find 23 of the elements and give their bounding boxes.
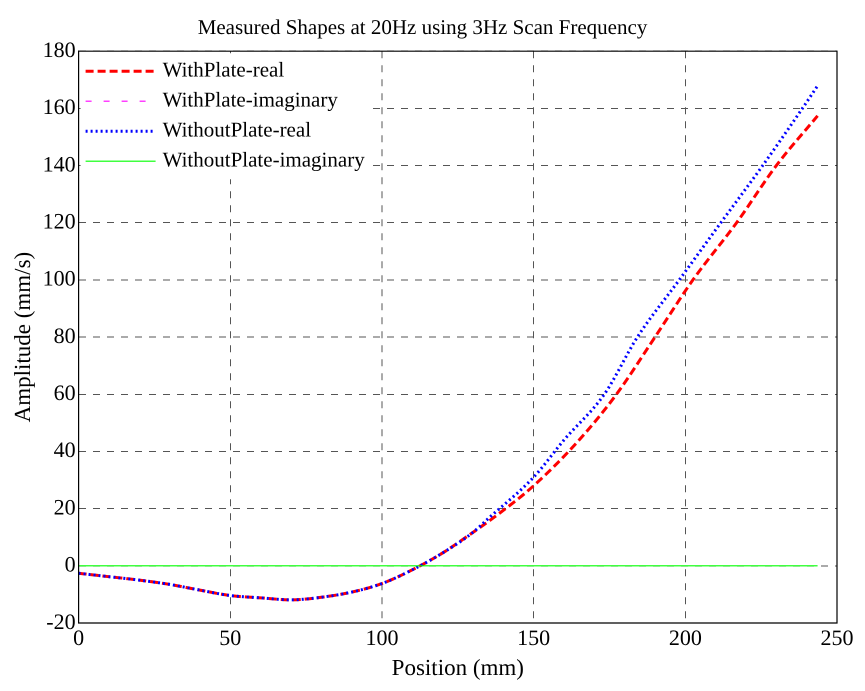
y-tick-label: 0 xyxy=(64,552,76,577)
y-tick-label: 80 xyxy=(54,322,76,348)
x-tick-label: 150 xyxy=(517,624,550,650)
y-tick-label: 40 xyxy=(54,437,76,462)
y-tick-label: 160 xyxy=(42,94,76,120)
chart-title: Measured Shapes at 20Hz using 3Hz Scan Frequency xyxy=(198,15,648,40)
y-axis-title: Amplitude (mm/s) xyxy=(10,252,35,422)
x-tick-label: 100 xyxy=(365,624,398,650)
y-tick-label: 140 xyxy=(42,151,76,176)
y-tick-label: -20 xyxy=(46,608,76,634)
y-tick-label: 20 xyxy=(54,494,76,520)
y-tick-label: 120 xyxy=(42,208,76,234)
y-tick-label: 60 xyxy=(54,380,76,406)
y-tick-label: 180 xyxy=(42,36,76,62)
y-tick-label: 100 xyxy=(42,266,76,291)
x-tick-label: 50 xyxy=(219,624,242,650)
legend-label: WithPlate-imaginary xyxy=(162,88,338,112)
legend-label: WithoutPlate-imaginary xyxy=(162,148,366,172)
legend-label: WithPlate-real xyxy=(162,58,284,82)
x-tick-label: 200 xyxy=(668,624,702,650)
legend-label: WithoutPlate-real xyxy=(162,118,312,142)
x-tick-label: 250 xyxy=(820,624,854,650)
x-axis-title: Position (mm) xyxy=(392,655,524,680)
